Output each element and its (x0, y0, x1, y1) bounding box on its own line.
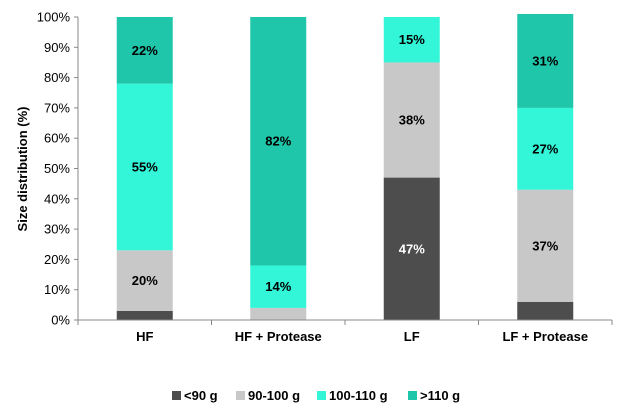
bars-layer (116, 13, 574, 320)
bar-segment (383, 62, 440, 178)
bar-segment (250, 307, 307, 320)
data-label: 14% (265, 279, 291, 294)
data-label: 22% (132, 43, 158, 58)
y-tick-label: 80% (44, 70, 70, 85)
legend-swatch (236, 391, 245, 400)
data-label: 37% (532, 238, 558, 253)
bar-segment (383, 17, 440, 63)
x-tick-label: LF (404, 329, 420, 344)
legend-swatch (172, 391, 181, 400)
x-tick-label: HF (136, 329, 153, 344)
bar-segment (250, 17, 307, 266)
data-label: 38% (399, 113, 425, 128)
bar-segment (517, 13, 574, 108)
y-tick-label: 100% (37, 10, 71, 25)
legend-label: >110 g (420, 388, 460, 403)
y-tick-label: 20% (44, 252, 70, 267)
data-label: 82% (265, 134, 291, 149)
data-labels-layer: 20% 55% 22% 14% 82% 47% 38% 15% 37% 27% 31% (132, 32, 559, 294)
bar-segment (517, 107, 574, 190)
data-label: 27% (532, 141, 558, 156)
data-label: 47% (399, 241, 425, 256)
bar-segment (383, 177, 440, 320)
x-tick-label: LF + Protease (502, 329, 588, 344)
y-tick-label: 10% (44, 282, 70, 297)
legend: <90 g 90-100 g 100-110 g >110 g (172, 388, 460, 403)
bar-segment (116, 250, 173, 311)
bar-segment (116, 310, 173, 320)
y-tick-label: 90% (44, 40, 70, 55)
axes-layer: 0% 10% 20% 30% 40% 50% 60% 70% 80% 90% 100% HF HF + … (37, 10, 613, 344)
data-label: 55% (132, 159, 158, 174)
bar-segment (517, 301, 574, 320)
y-axis-title: Size distribution (%) (15, 107, 30, 232)
bar-segment (116, 17, 173, 84)
bar-segment (517, 189, 574, 302)
legend-label: 90-100 g (248, 388, 300, 403)
x-tick-label: HF + Protease (235, 329, 322, 344)
bar-segment (250, 265, 307, 308)
data-label: 15% (399, 32, 425, 47)
y-tick-label: 60% (44, 131, 70, 146)
legend-label: <90 g (184, 388, 218, 403)
y-tick-label: 50% (44, 161, 70, 176)
data-label: 31% (532, 53, 558, 68)
legend-swatch (408, 391, 417, 400)
y-tick-label: 30% (44, 222, 70, 237)
data-label: 20% (132, 273, 158, 288)
y-tick-label: 70% (44, 100, 70, 115)
legend-label: 100-110 g (329, 388, 388, 403)
y-tick-label: 0% (51, 313, 70, 328)
bar-segment (116, 83, 173, 251)
legend-swatch (317, 391, 326, 400)
y-tick-label: 40% (44, 191, 70, 206)
